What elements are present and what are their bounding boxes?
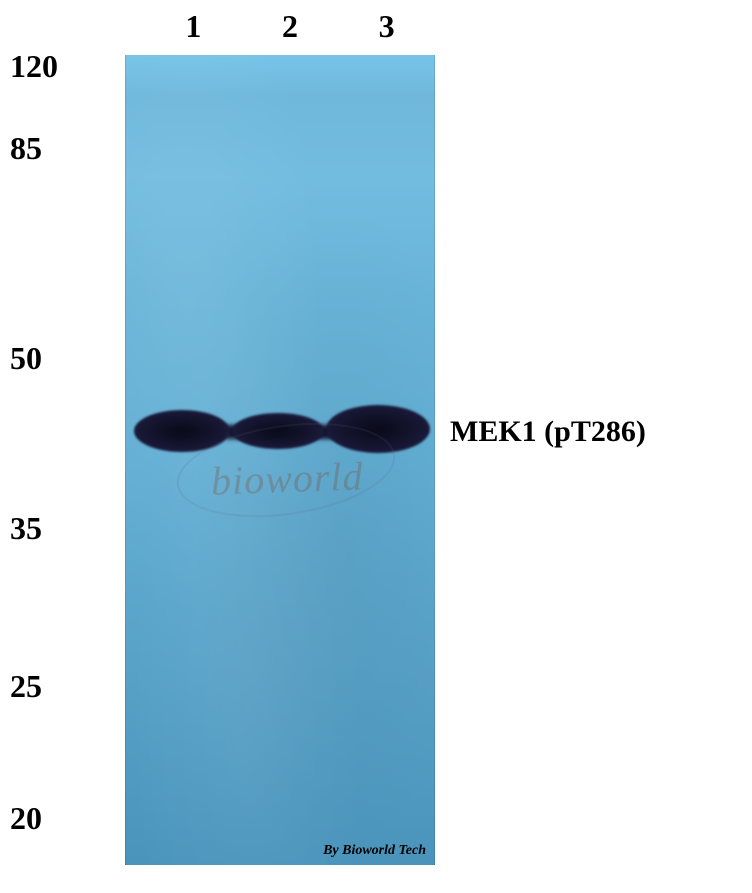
western-blot-figure: 1 2 3 120 85 50 35 25 20 bioworld By Bio… (0, 0, 752, 893)
mw-marker-35: 35 (10, 510, 42, 547)
mw-marker-20: 20 (10, 800, 42, 837)
mw-marker-50: 50 (10, 340, 42, 377)
mw-marker-120: 120 (10, 48, 58, 85)
lane-labels-row: 1 2 3 (145, 8, 435, 45)
blot-membrane: bioworld By Bioworld Tech (125, 55, 435, 865)
mw-marker-25: 25 (10, 668, 42, 705)
lane-label-3: 3 (379, 8, 395, 45)
mw-marker-85: 85 (10, 130, 42, 167)
credit-text: By Bioworld Tech (323, 843, 426, 859)
protein-label: MEK1 (pT286) (450, 415, 646, 449)
lane-label-2: 2 (282, 8, 298, 45)
watermark-text: bioworld (210, 452, 364, 504)
lane-label-1: 1 (185, 8, 201, 45)
